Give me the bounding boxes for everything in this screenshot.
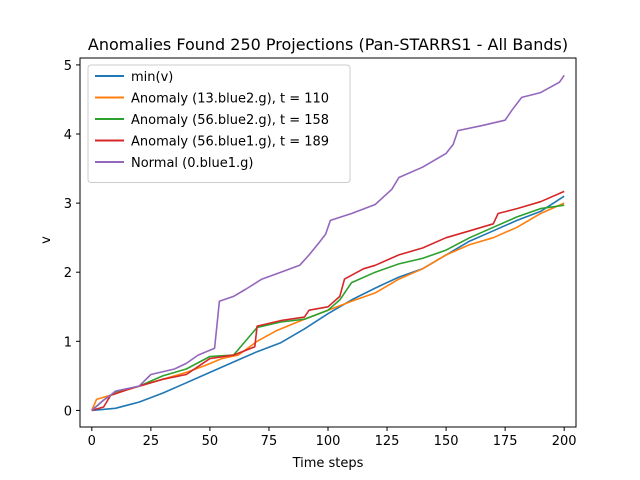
y-tick-label: 0	[64, 404, 72, 419]
x-tick-label: 0	[88, 434, 96, 449]
y-tick-label: 5	[64, 59, 72, 74]
x-tick-label: 175	[493, 434, 518, 449]
x-axis-label: Time steps	[292, 456, 364, 471]
x-tick-label: 50	[202, 434, 219, 449]
y-tick-label: 2	[64, 266, 72, 281]
legend: min(v) Anomaly (13.blue2.g), t = 110 Anoma…	[87, 64, 351, 183]
y-tick-label: 1	[64, 335, 72, 350]
x-tick-label: 125	[375, 434, 400, 449]
legend-label: Normal (0.blue1.g)	[131, 156, 253, 171]
y-tick-label: 3	[64, 197, 72, 212]
legend-label: Anomaly (56.blue1.g), t = 189	[131, 135, 329, 150]
series-line-1	[91, 195, 565, 412]
axes: 0 25 50 75 100 125 150 175 200 0 1 2 3 4 5	[64, 57, 577, 449]
x-tick-label: 150	[434, 434, 459, 449]
series-line-3	[91, 204, 565, 412]
series-line-5	[91, 74, 565, 412]
chart-title: Anomalies Found 250 Projections (Pan-STA…	[88, 35, 568, 54]
x-tick-label: 25	[143, 434, 160, 449]
y-tick-label: 4	[64, 128, 72, 143]
x-tick-label: 75	[261, 434, 278, 449]
legend-label: Anomaly (13.blue2.g), t = 110	[131, 92, 329, 107]
legend-box	[87, 64, 351, 183]
plot-area	[91, 74, 565, 412]
y-axis-label: v	[39, 236, 54, 244]
series-line-4	[91, 190, 565, 412]
legend-label: min(v)	[131, 70, 173, 85]
x-tick-label: 200	[552, 434, 577, 449]
x-tick-label: 100	[316, 434, 341, 449]
legend-label: Anomaly (56.blue2.g), t = 158	[131, 113, 329, 128]
